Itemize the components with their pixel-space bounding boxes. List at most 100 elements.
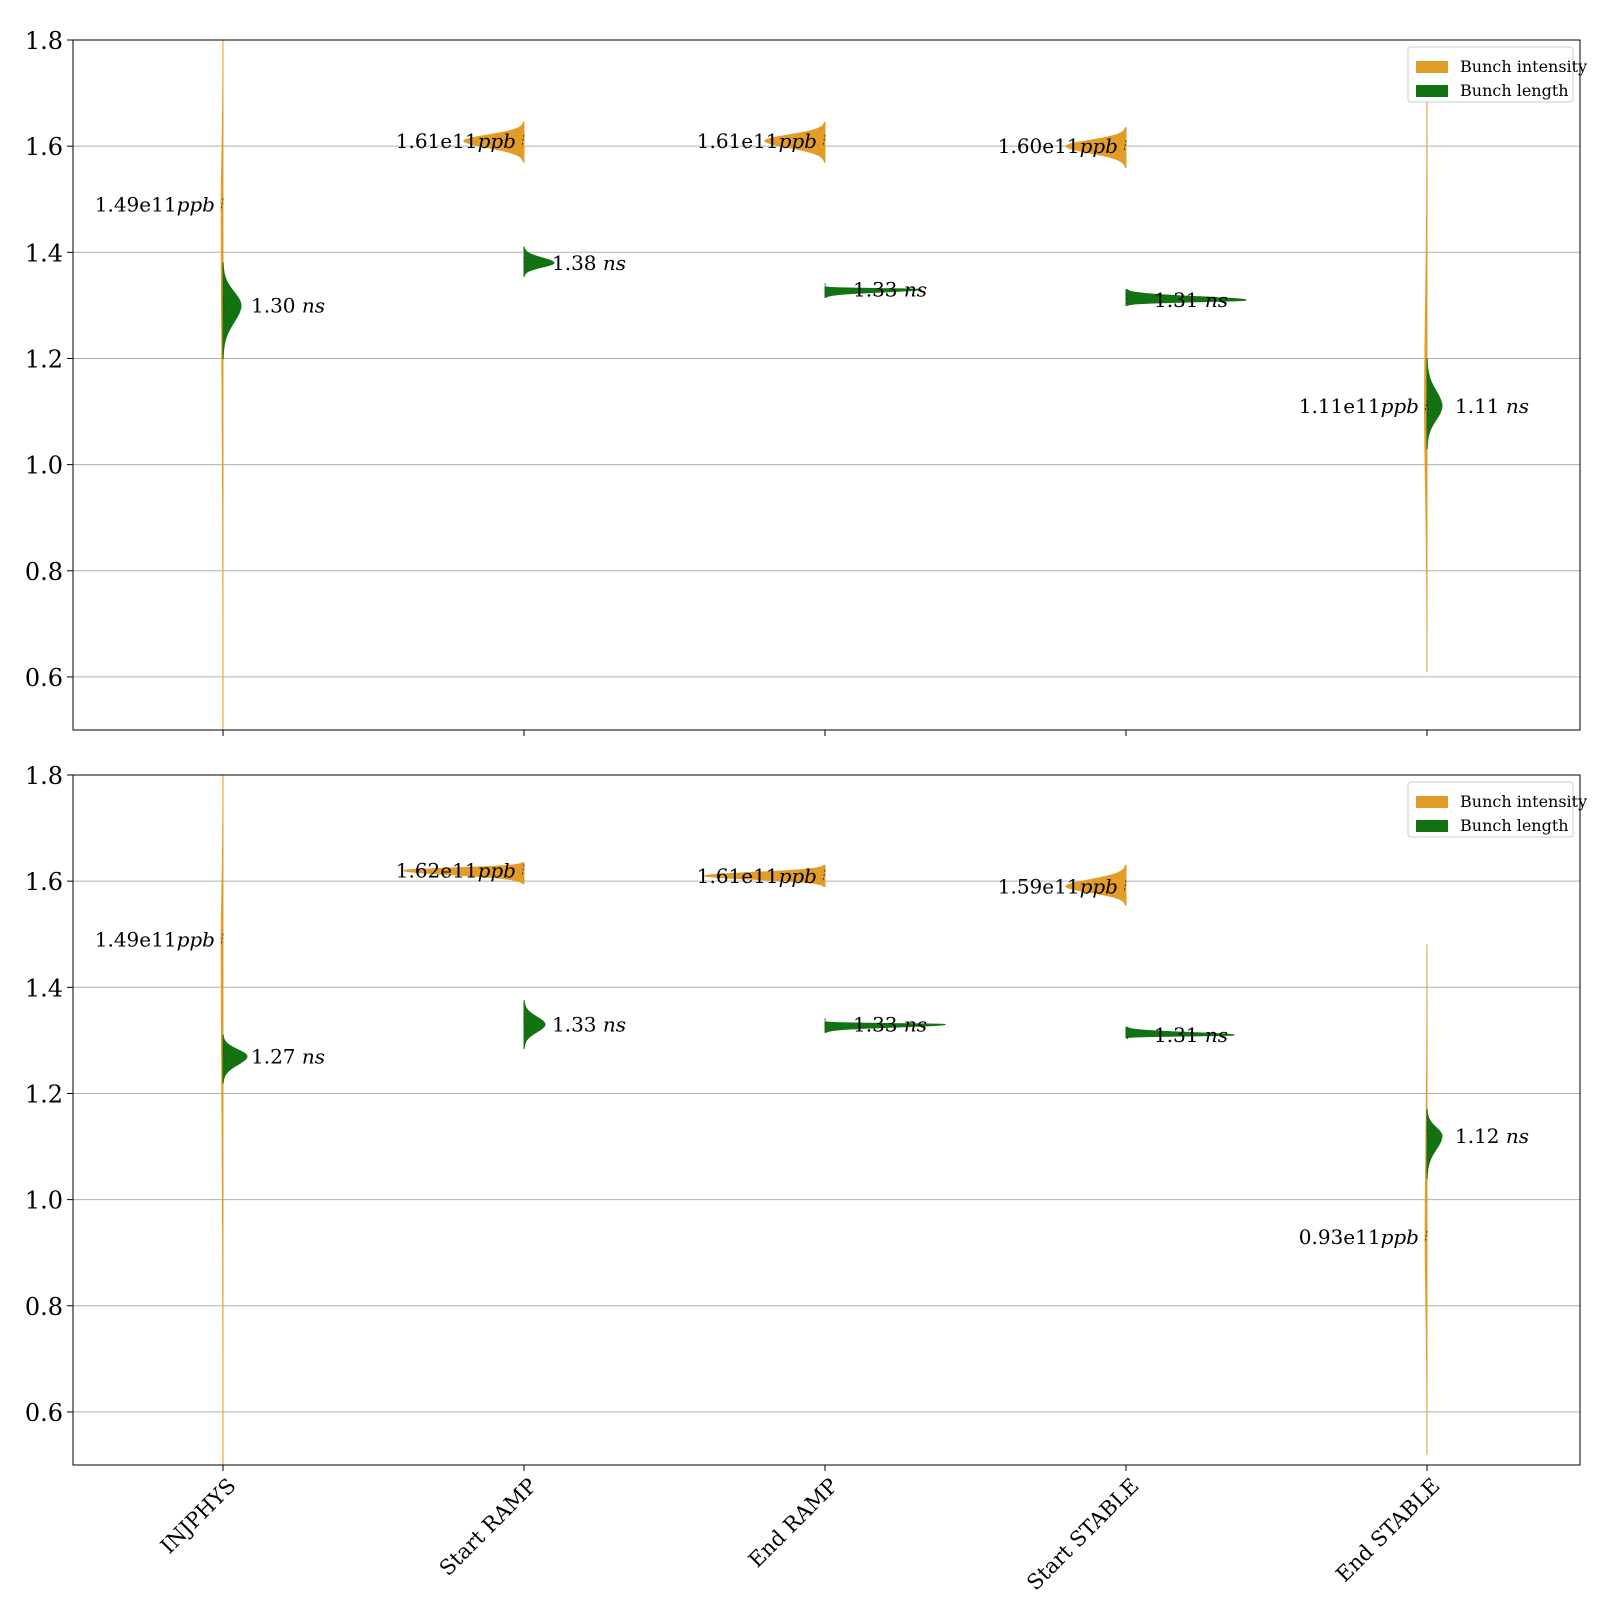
annotation-value: 1.61e11 <box>396 129 478 153</box>
annotation-unit: ns <box>1205 1023 1228 1047</box>
length-violin <box>523 1000 546 1049</box>
intensity-annotation: 1.61e11ppb <box>396 129 516 153</box>
x-category-label: Start STABLE <box>1022 1474 1143 1595</box>
length-violin <box>824 286 922 298</box>
annotation-unit: ns <box>302 293 325 317</box>
annotation-value: 1.49e11 <box>95 193 177 217</box>
intensity-violin <box>1424 944 1428 1455</box>
length-violin <box>222 1034 248 1084</box>
annotation-unit: ppb <box>177 928 215 952</box>
legend: Bunch intensity Bunch length <box>1407 781 1587 838</box>
intensity-annotation: 1.11e11ppb <box>1299 394 1419 418</box>
y-tick-label: 0.6 <box>25 664 63 692</box>
y-tick-label: 1.6 <box>25 868 63 896</box>
legend-swatch <box>1416 796 1448 808</box>
annotation-unit: ppb <box>1381 394 1419 418</box>
intensity-violin <box>1065 127 1127 168</box>
length-violin <box>1426 1108 1443 1179</box>
length-violin <box>222 262 242 359</box>
annotation-value: 1.27 <box>251 1044 296 1068</box>
annotation-unit: ppb <box>779 864 817 888</box>
x-category-label: End STABLE <box>1331 1474 1444 1587</box>
length-violin <box>1125 288 1247 306</box>
legend-swatch <box>1416 61 1448 73</box>
annotation-unit: ns <box>603 251 626 275</box>
legend-box <box>1407 781 1574 838</box>
annotation-value: 1.59e11 <box>998 874 1080 898</box>
legend-box <box>1407 46 1574 103</box>
annotation-unit: ns <box>904 277 927 301</box>
annotation-unit: ppb <box>1080 874 1118 898</box>
annotation-unit: ppb <box>177 193 215 217</box>
length-annotation: 1.38 ns <box>552 251 626 275</box>
plot-frame <box>72 774 1581 1466</box>
length-annotation: 1.12 ns <box>1455 1124 1529 1148</box>
y-tick-label: 1.8 <box>25 762 63 790</box>
intensity-annotation: 1.60e11ppb <box>998 134 1118 158</box>
annotation-unit: ns <box>904 1012 927 1036</box>
y-tick-label: 1.8 <box>25 27 63 55</box>
annotation-value: 1.11e11 <box>1299 394 1381 418</box>
intensity-annotation: 0.93e11ppb <box>1299 1225 1419 1249</box>
annotation-value: 1.49e11 <box>95 928 177 952</box>
annotation-value: 1.33 <box>552 1012 597 1036</box>
intensity-annotation: 1.49e11ppb <box>95 928 215 952</box>
annotation-value: 1.11 <box>1455 394 1500 418</box>
y-tick-label: 1.0 <box>25 452 63 480</box>
intensity-violin <box>403 862 525 885</box>
legend-label: Bunch intensity <box>1460 792 1587 811</box>
chart-panel-1: 0.60.81.01.21.41.61.81.49e11ppb1.61e11pp… <box>25 27 1587 736</box>
y-tick-label: 1.2 <box>25 1080 63 1108</box>
y-tick-label: 0.8 <box>25 558 63 586</box>
length-annotation: 1.31 ns <box>1154 288 1228 312</box>
intensity-annotation: 1.61e11ppb <box>697 864 817 888</box>
length-violin <box>1125 1026 1235 1039</box>
annotation-value: 1.62e11 <box>396 859 478 883</box>
annotation-unit: ppb <box>478 859 516 883</box>
annotation-value: 1.38 <box>552 251 597 275</box>
legend: Bunch intensity Bunch length <box>1407 46 1587 103</box>
legend-swatch <box>1416 85 1448 97</box>
x-category-label: End RAMP <box>744 1474 843 1573</box>
intensity-violin <box>220 774 224 1466</box>
annotation-unit: ppb <box>1381 1225 1419 1249</box>
annotation-unit: ns <box>1506 394 1529 418</box>
y-tick-label: 1.4 <box>25 239 63 267</box>
legend-swatch <box>1416 820 1448 832</box>
annotation-value: 1.61e11 <box>697 864 779 888</box>
annotation-value: 1.33 <box>853 1012 898 1036</box>
legend-label: Bunch length <box>1460 81 1569 100</box>
annotation-unit: ppb <box>1080 134 1118 158</box>
intensity-violin <box>463 121 525 163</box>
intensity-violin <box>1424 92 1428 673</box>
y-tick-label: 1.4 <box>25 974 63 1002</box>
annotation-unit: ns <box>302 1044 325 1068</box>
length-annotation: 1.33 ns <box>853 277 927 301</box>
annotation-value: 1.61e11 <box>697 129 779 153</box>
length-violin <box>523 246 555 277</box>
x-category-label: Start RAMP <box>435 1474 542 1581</box>
intensity-annotation: 1.59e11ppb <box>998 874 1118 898</box>
intensity-violin <box>702 864 826 887</box>
intensity-annotation: 1.62e11ppb <box>396 859 516 883</box>
annotation-unit: ppb <box>478 129 516 153</box>
length-annotation: 1.33 ns <box>853 1012 927 1036</box>
chart-panel-2: 0.6 0.8 1.0 1.2 1.4 1.6 1.8 INJPHYS Start RAMP En… <box>25 762 1587 1595</box>
y-tick-label: 0.8 <box>25 1293 63 1321</box>
length-annotation: 1.33 ns <box>552 1012 626 1036</box>
length-annotation: 1.31 ns <box>1154 1023 1228 1047</box>
legend-label: Bunch length <box>1460 816 1569 835</box>
length-annotation: 1.11 ns <box>1455 394 1529 418</box>
y-tick-label: 0.6 <box>25 1399 63 1427</box>
intensity-violin <box>220 39 224 731</box>
x-category-label: INJPHYS <box>156 1474 241 1559</box>
annotation-value: 1.12 <box>1455 1124 1500 1148</box>
intensity-violin <box>1065 864 1127 906</box>
y-tick-label: 1.2 <box>25 345 63 373</box>
annotation-value: 1.30 <box>251 293 296 317</box>
intensity-annotation: 1.61e11ppb <box>697 129 817 153</box>
annotation-unit: ns <box>603 1012 626 1036</box>
y-tick-label: 1.6 <box>25 133 63 161</box>
annotation-unit: ns <box>1506 1124 1529 1148</box>
